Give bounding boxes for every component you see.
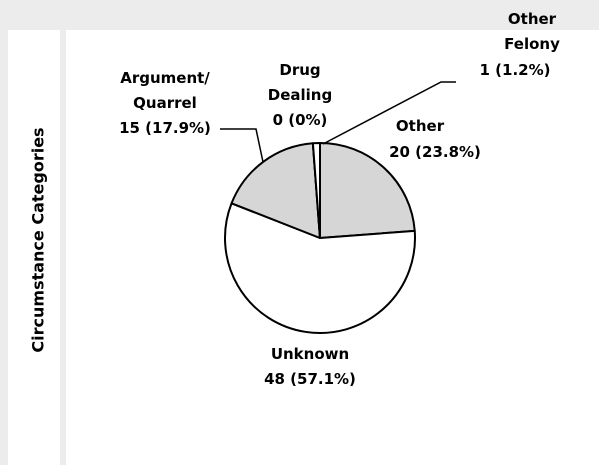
leader-line [220, 128, 264, 163]
leader-line [322, 81, 456, 145]
value-label: 20 (23.8%) [389, 143, 481, 161]
slice-label: Argument/ Quarrel [120, 69, 210, 112]
value-label: 1 (1.2%) [479, 61, 551, 79]
slice-label: Other [395, 117, 445, 135]
value-label: 0 (0%) [272, 111, 328, 129]
value-label: 15 (17.9%) [119, 119, 211, 137]
slice-label: Unknown [270, 345, 350, 363]
slice-label: Other Felony [504, 10, 560, 53]
pie-slice [311, 142, 321, 239]
axis-strip [60, 30, 66, 465]
slice-label: Drug Dealing [267, 61, 333, 104]
value-label: 48 (57.1%) [264, 370, 356, 388]
pie-slice [224, 202, 416, 334]
pie-slice [319, 142, 416, 239]
